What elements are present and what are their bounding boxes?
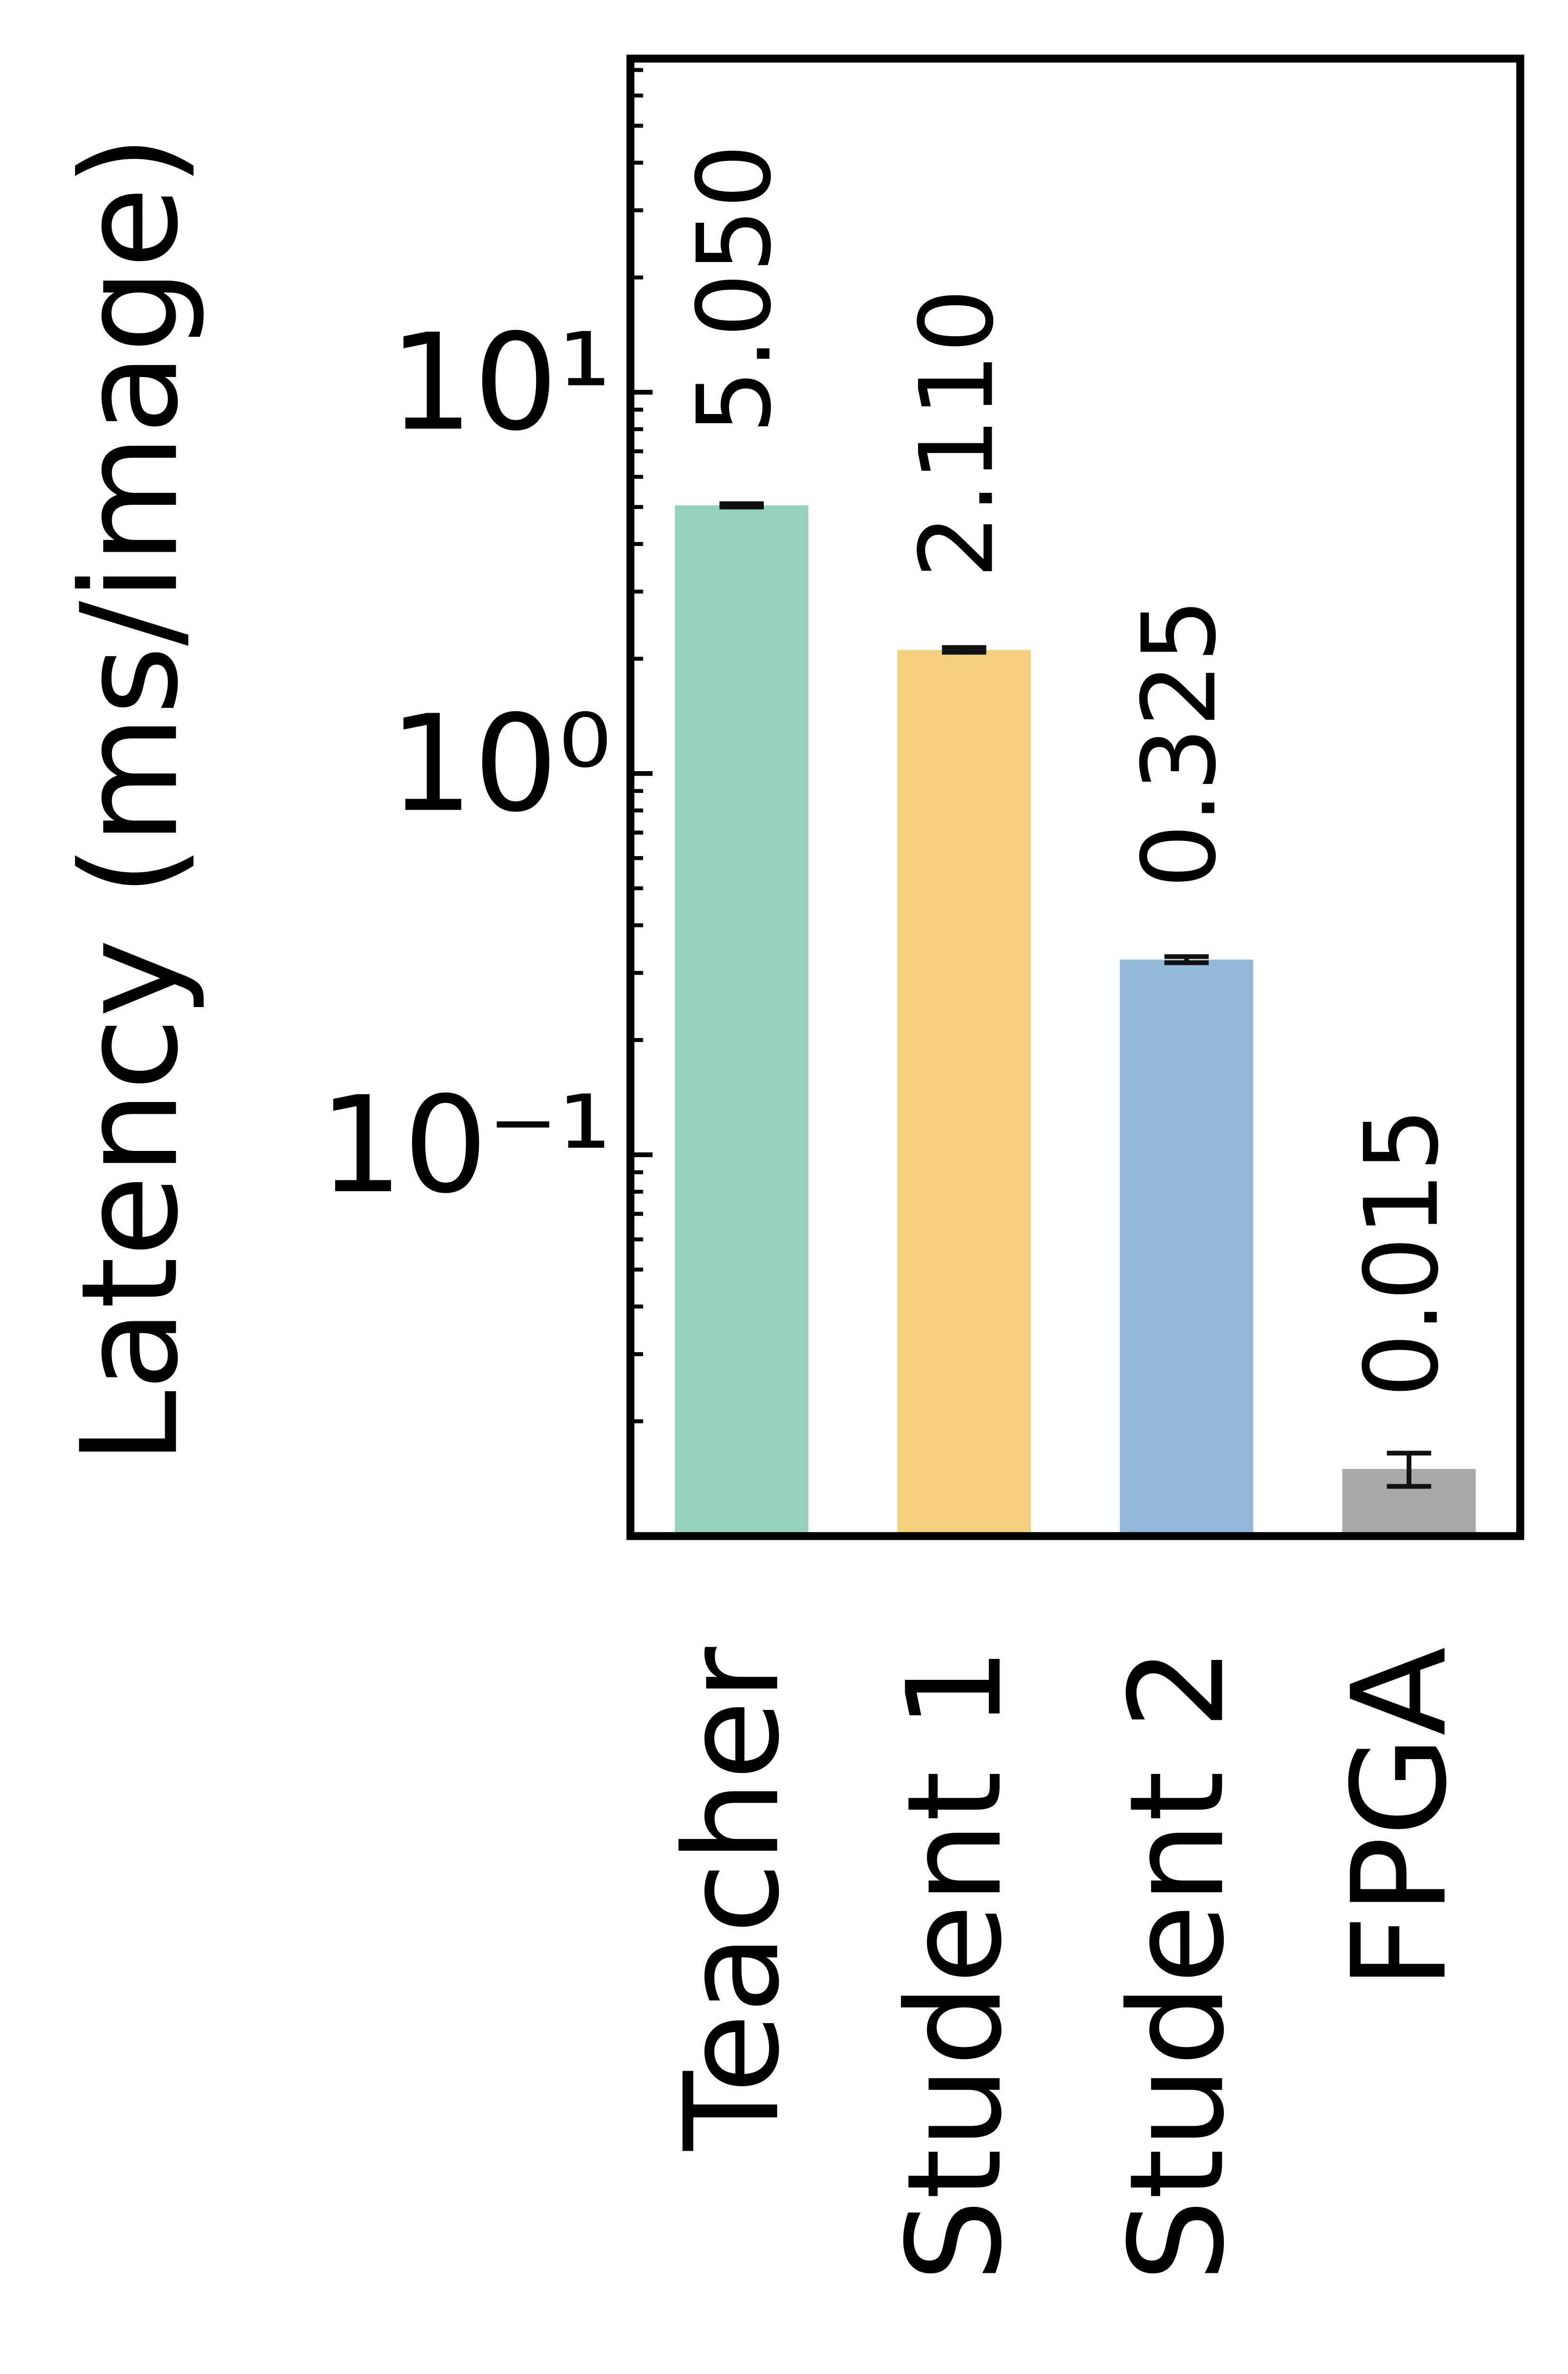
y-axis-label: Latency (ms/image) xyxy=(53,135,208,1465)
x-tick-label: Student 2 xyxy=(1102,1647,1253,2282)
value-label: 5.050 xyxy=(676,144,794,434)
y-tick-label: 10¹ xyxy=(389,306,611,461)
bar xyxy=(897,650,1031,1536)
value-label: 0.325 xyxy=(1121,598,1239,888)
bar xyxy=(1119,960,1254,1536)
value-label: 0.015 xyxy=(1343,1108,1461,1398)
y-tick-label: 10⁰ xyxy=(389,687,611,842)
value-label: 2.110 xyxy=(898,289,1016,579)
plot-frame xyxy=(626,55,1524,1540)
x-tick-label: Teacher xyxy=(657,1646,808,2153)
x-tick-label: FPGA xyxy=(1324,1647,1475,1989)
bar xyxy=(675,505,808,1536)
x-tick-label: Student 1 xyxy=(880,1647,1031,2282)
y-tick-label: 10⁻¹ xyxy=(319,1068,611,1223)
